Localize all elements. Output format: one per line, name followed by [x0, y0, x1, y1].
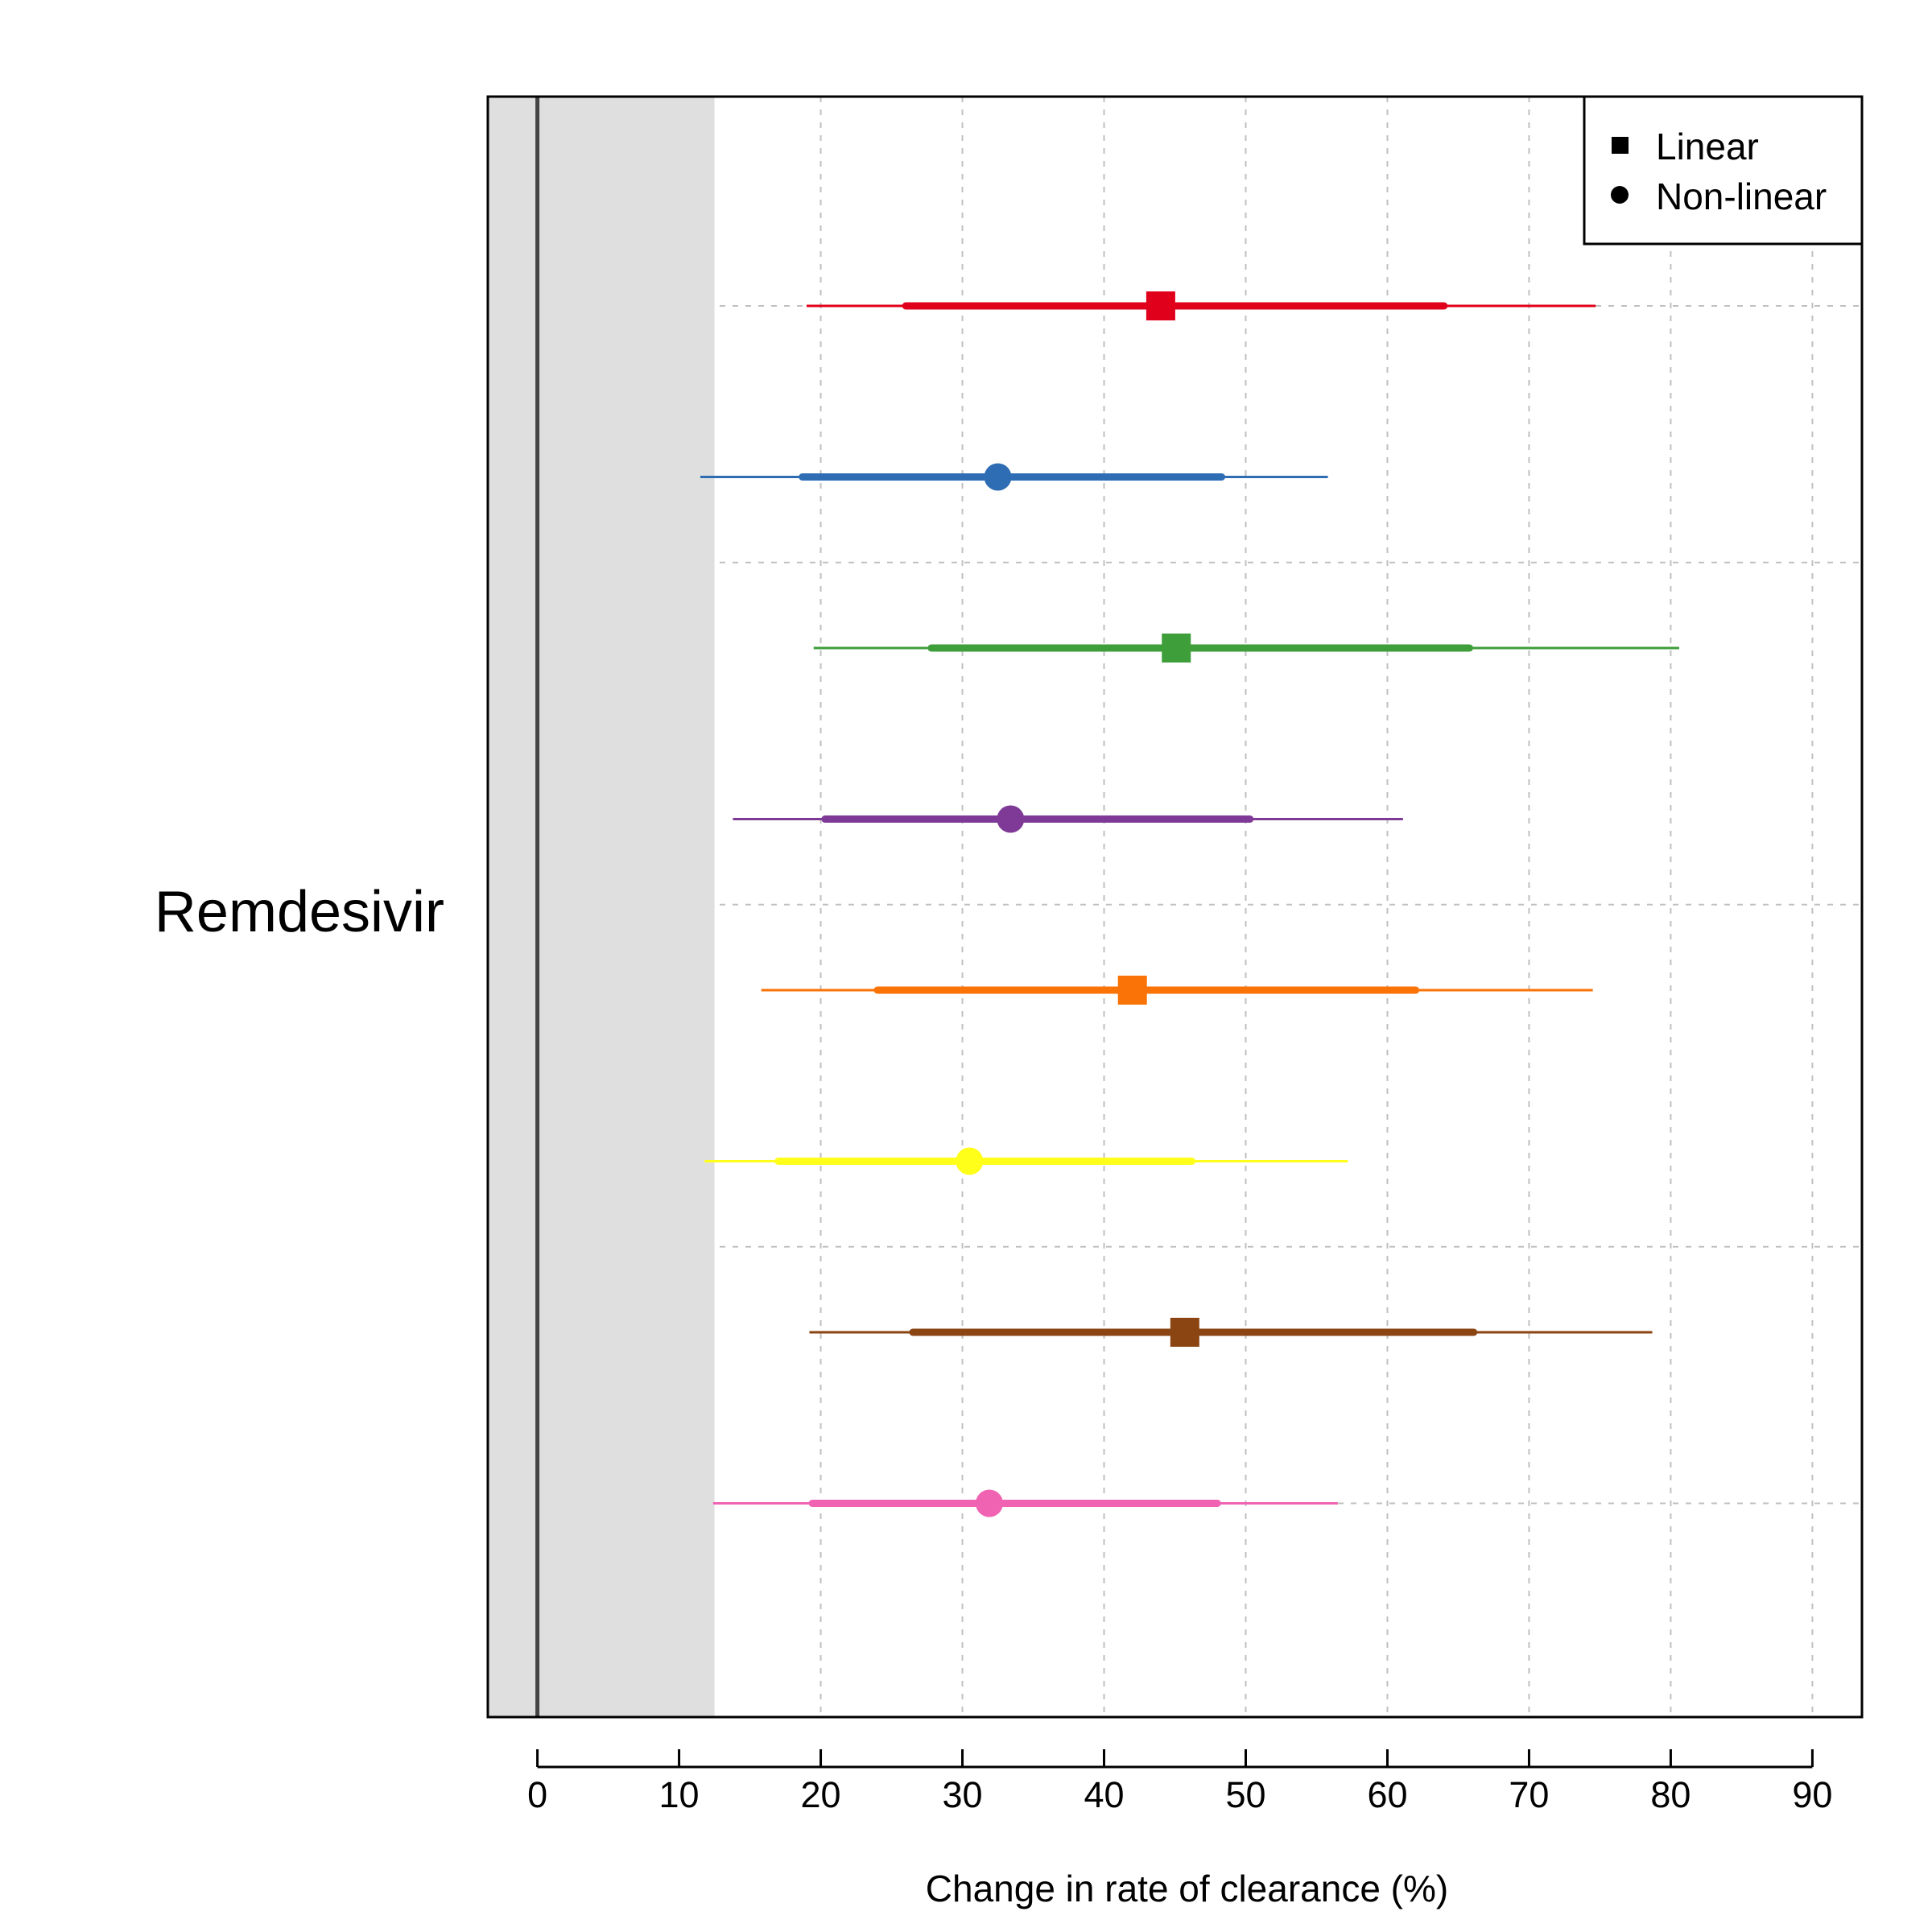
- x-axis-label: Change in rate of clearance (%): [926, 1868, 1448, 1909]
- point-estimate-square: [1146, 291, 1175, 320]
- x-tick-label: 40: [1084, 1774, 1124, 1815]
- point-estimate-circle: [956, 1147, 984, 1175]
- shaded-region: [488, 97, 715, 1717]
- point-estimate-circle: [975, 1489, 1003, 1517]
- x-tick-label: 0: [527, 1774, 547, 1815]
- x-tick-label: 80: [1650, 1774, 1690, 1815]
- point-estimate-circle: [984, 463, 1012, 491]
- point-estimate-circle: [997, 805, 1025, 833]
- x-tick-label: 20: [801, 1774, 841, 1815]
- x-tick-label: 60: [1367, 1774, 1407, 1815]
- x-axis: 0 10 20 30 40 50 60 70 80 90: [527, 1749, 1832, 1815]
- legend: Linear Non-linear: [1583, 95, 1864, 246]
- x-tick-label: 50: [1225, 1774, 1265, 1815]
- x-tick-label: 10: [659, 1774, 700, 1815]
- series-row: [704, 1147, 1348, 1175]
- x-tick-label: 90: [1792, 1774, 1832, 1815]
- legend-label-non-linear: Non-linear: [1656, 175, 1827, 217]
- series-layer: [700, 291, 1679, 1517]
- x-tick-label: 30: [942, 1774, 982, 1815]
- series-row: [813, 634, 1679, 663]
- x-tick-label: 70: [1509, 1774, 1549, 1815]
- shade-layer: [488, 97, 715, 1717]
- point-estimate-square: [1117, 976, 1147, 1005]
- series-row: [761, 976, 1593, 1005]
- group-label: Remdesivir: [155, 880, 444, 944]
- plot-frame: [486, 95, 1864, 1719]
- legend-box: [1583, 95, 1864, 246]
- series-row: [712, 1489, 1338, 1517]
- point-estimate-square: [1170, 1318, 1199, 1347]
- legend-label-linear: Linear: [1656, 126, 1759, 167]
- legend-square-icon: [1612, 137, 1629, 154]
- series-row: [809, 1318, 1653, 1347]
- legend-circle-icon: [1611, 186, 1629, 204]
- series-row: [733, 805, 1403, 833]
- series-row: [806, 291, 1596, 320]
- point-estimate-square: [1162, 634, 1191, 663]
- series-row: [700, 463, 1328, 491]
